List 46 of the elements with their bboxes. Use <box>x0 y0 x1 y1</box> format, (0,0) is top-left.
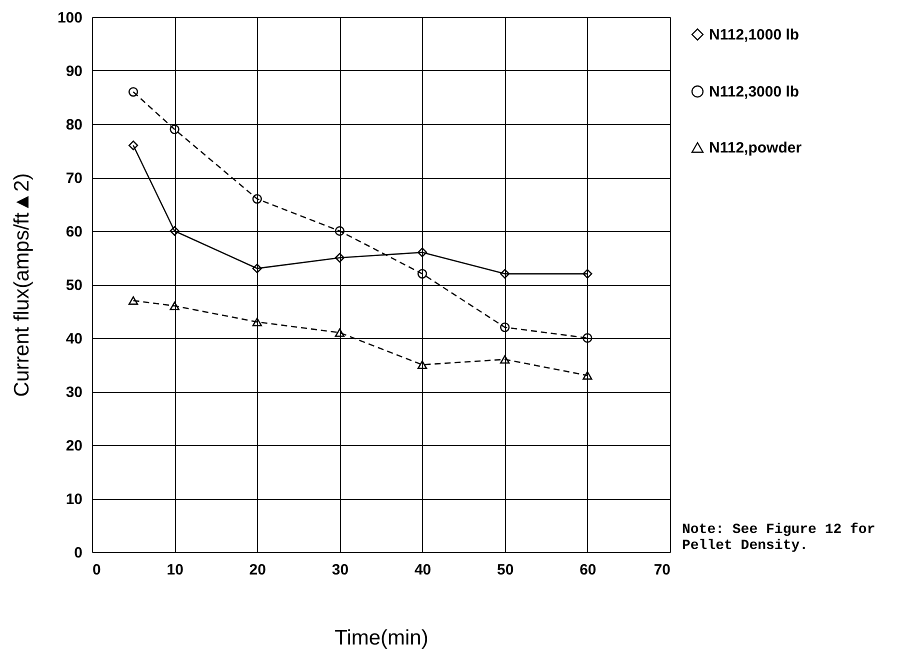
point <box>252 318 262 326</box>
point <box>128 140 138 150</box>
y-tick-label: 30 <box>66 384 82 401</box>
point <box>500 268 510 279</box>
x-tick-label: 10 <box>166 562 184 578</box>
point <box>334 226 345 236</box>
point <box>170 226 180 236</box>
point <box>417 268 428 279</box>
x-axis-title: Time(min) <box>334 626 428 650</box>
point <box>417 248 428 258</box>
point <box>582 371 592 380</box>
y-tick-label: 100 <box>57 10 82 26</box>
point <box>500 322 510 332</box>
point <box>252 264 262 274</box>
y-tick-label: 70 <box>66 170 82 187</box>
y-tick-label: 40 <box>66 330 82 348</box>
legend-label: N112,3000 lb <box>709 84 800 100</box>
point <box>417 360 428 370</box>
x-tick-label: 20 <box>249 562 266 578</box>
text: Note: See Figure 12 for Pellet Density. <box>682 522 876 554</box>
x-tick-label: 0 <box>92 562 101 578</box>
y-tick-label: 0 <box>74 544 82 562</box>
y-tick-label: 50 <box>66 277 82 294</box>
x-tick-label: 30 <box>332 562 349 578</box>
x-tick-label: 70 <box>654 562 670 578</box>
point <box>500 355 510 364</box>
y-tick-label: 20 <box>66 438 82 454</box>
legend-label: N112,powder <box>709 140 802 156</box>
x-tick-label: 50 <box>497 562 514 578</box>
point <box>582 268 592 279</box>
point <box>582 333 592 343</box>
point <box>128 296 138 305</box>
y-axis-title: Current flux(amps/ft▲2) <box>10 173 34 397</box>
point <box>334 328 345 337</box>
point <box>170 124 180 134</box>
point <box>252 194 262 204</box>
point <box>128 87 138 97</box>
y-tick-label: 80 <box>66 116 82 134</box>
y-tick-label: 10 <box>66 491 82 508</box>
legend-label: N112,1000 lb <box>709 26 800 44</box>
y-tick-label: 90 <box>66 63 82 80</box>
x-tick-label: 40 <box>414 562 432 578</box>
point <box>334 252 345 263</box>
x-tick-label: 60 <box>580 562 596 578</box>
y-tick-label: 60 <box>66 224 82 240</box>
point <box>170 302 180 310</box>
